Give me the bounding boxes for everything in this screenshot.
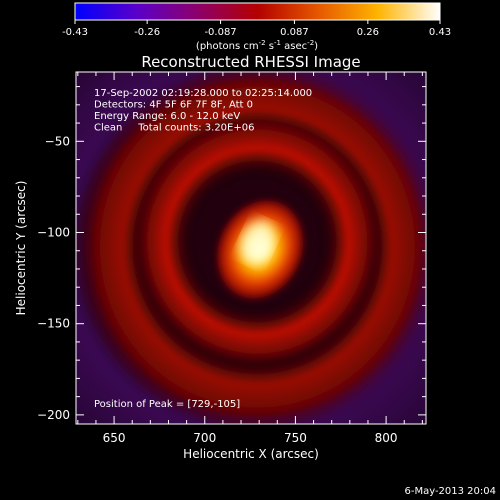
annotation-line: Detectors: 4F 5F 6F 7F 8F, Att 0 — [94, 100, 253, 111]
annotations: 17-Sep-2002 02:19:28.000 to 02:25:14.000… — [94, 88, 312, 134]
peak-position-label: Position of Peak = [729,-105] — [94, 399, 240, 410]
y-axis: −50 −100 −150 −200 — [37, 86, 426, 422]
colorbar: -0.43 -0.26 -0.087 0.087 0.26 0.43 (photons c… — [62, 2, 451, 52]
colorbar-ticks: -0.43 -0.26 -0.087 0.087 0.26 0.43 — [62, 20, 451, 38]
colorbar-tick-label: 0.087 — [280, 27, 309, 38]
x-tick-label: 700 — [193, 431, 216, 445]
y-tick-label: −200 — [37, 408, 70, 422]
colorbar-tick-label: 0.26 — [357, 27, 379, 38]
y-tick-label: −50 — [45, 134, 70, 148]
annotation-line: Energy Range: 6.0 - 12.0 keV — [94, 111, 240, 122]
colorbar-tick-label: 0.43 — [429, 27, 451, 38]
annotation-line: Clean Total counts: 3.20E+06 — [94, 123, 254, 134]
colorbar-tick-label: -0.43 — [62, 27, 88, 38]
y-tick-label: −100 — [37, 225, 70, 239]
x-axis: 650 700 750 800 — [77, 72, 423, 445]
x-axis-label: Heliocentric X (arcsec) — [183, 447, 319, 461]
footer-date: 6-May-2013 20:04 — [404, 486, 496, 497]
colorbar-gradient — [74, 2, 441, 21]
colorbar-tick-label: -0.26 — [134, 27, 160, 38]
x-tick-label: 800 — [375, 431, 398, 445]
x-tick-label: 750 — [284, 431, 307, 445]
colorbar-units: (photons cm-2 s-1 asec-2) — [196, 39, 318, 52]
chart-title: Reconstructed RHESSI Image — [141, 53, 360, 71]
y-axis-label: Heliocentric Y (arcsec) — [14, 181, 28, 316]
plot-frame — [75, 71, 427, 425]
y-tick-label: −150 — [37, 317, 70, 331]
colorbar-tick-label: -0.087 — [204, 27, 236, 38]
heatmap-image — [76, 72, 426, 424]
heatmap-vignette — [76, 72, 426, 424]
annotation-line: 17-Sep-2002 02:19:28.000 to 02:25:14.000 — [94, 88, 312, 99]
x-tick-label: 650 — [103, 431, 126, 445]
